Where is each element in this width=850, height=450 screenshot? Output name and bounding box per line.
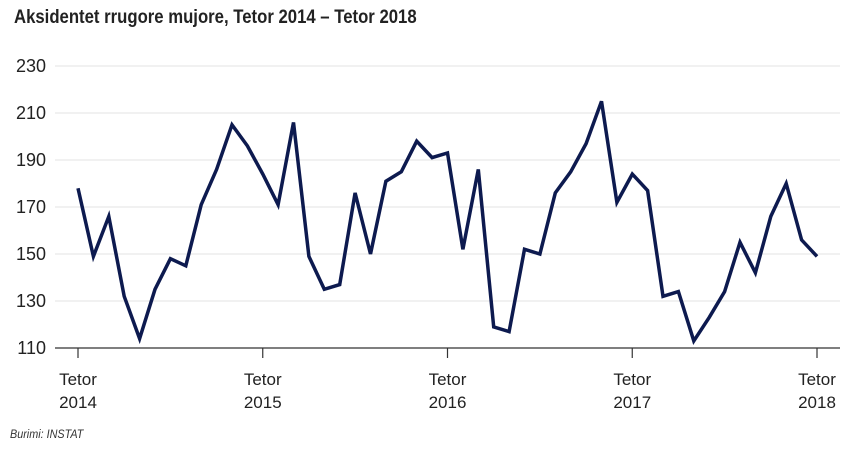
x-tick-label-year: 2017 (613, 393, 651, 412)
series-line (76, 100, 819, 345)
chart-title: Aksidentet rrugore mujore, Tetor 2014 – … (14, 7, 417, 28)
y-tick-label: 210 (16, 103, 46, 123)
y-tick-label: 190 (16, 150, 46, 170)
x-tick-label-month: Tetor (244, 370, 282, 389)
x-tick-label-month: Tetor (798, 370, 836, 389)
source-note: Burimi: INSTAT (10, 427, 84, 441)
y-tick-label: 230 (16, 56, 46, 76)
x-tick-label-month: Tetor (59, 370, 97, 389)
y-tick-label: 110 (17, 338, 46, 358)
y-tick-label: 170 (16, 197, 46, 217)
x-tick-label-year: 2015 (244, 393, 282, 412)
x-tick-label-year: 2014 (59, 393, 97, 412)
y-tick-label: 150 (16, 244, 46, 264)
x-tick-label-year: 2016 (429, 393, 467, 412)
x-tick-label-month: Tetor (429, 370, 467, 389)
y-tick-label: 130 (16, 291, 46, 311)
x-tick-label-year: 2018 (798, 393, 836, 412)
x-tick-label-month: Tetor (613, 370, 651, 389)
